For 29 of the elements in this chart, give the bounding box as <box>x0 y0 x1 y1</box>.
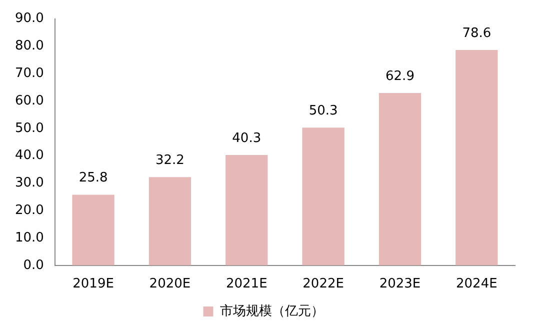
y-tick-label: 20.0 <box>14 202 44 218</box>
x-tick-label: 2022E <box>302 276 344 292</box>
legend-label: 市场规模（亿元） <box>220 304 324 319</box>
x-tick-label: 2020E <box>149 276 191 292</box>
data-label: 32.2 <box>155 153 184 168</box>
data-label: 50.3 <box>308 103 338 118</box>
x-tick-label: 2019E <box>72 276 114 292</box>
y-tick-label: 80.0 <box>14 38 44 54</box>
bar <box>456 50 498 266</box>
x-tick-label: 2021E <box>226 276 268 292</box>
y-tick-label: 30.0 <box>14 176 44 191</box>
x-tick-label: 2023E <box>379 276 421 292</box>
y-tick-label: 10.0 <box>14 230 44 246</box>
y-tick-label: 90.0 <box>14 11 44 26</box>
y-tick-label: 0.0 <box>23 258 44 273</box>
data-label: 62.9 <box>386 68 414 84</box>
bar <box>302 128 344 266</box>
data-label: 25.8 <box>78 170 108 186</box>
y-tick-label: 70.0 <box>14 66 44 81</box>
data-label: 40.3 <box>232 130 262 146</box>
bar <box>72 194 114 266</box>
bar <box>226 154 268 266</box>
y-tick-label: 60.0 <box>14 93 44 108</box>
bar <box>148 177 192 266</box>
y-tick-label: 40.0 <box>14 148 44 164</box>
y-tick-label: 50.0 <box>14 120 44 136</box>
x-tick-label: 2024E <box>456 276 498 292</box>
bar <box>378 93 422 266</box>
data-label: 78.6 <box>462 26 492 41</box>
